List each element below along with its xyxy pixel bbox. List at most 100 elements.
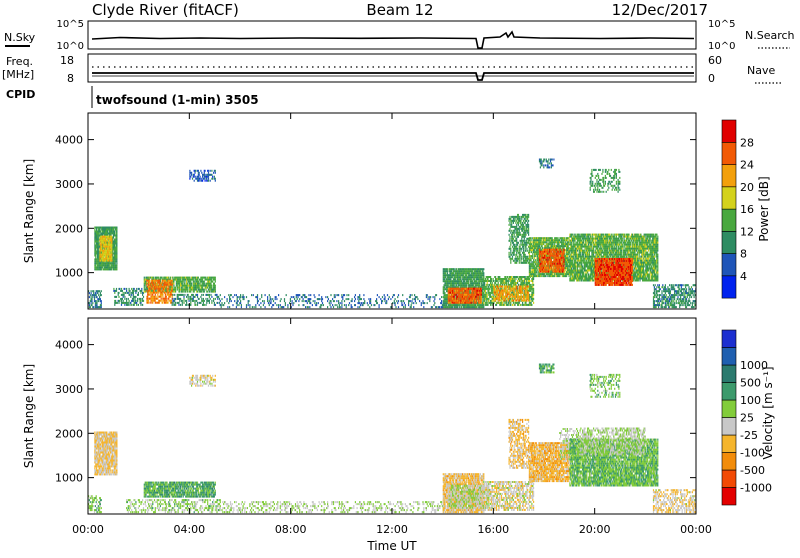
- data-cell: [524, 282, 525, 284]
- data-cell: [219, 302, 220, 304]
- data-cell: [344, 294, 345, 296]
- data-cell: [528, 300, 529, 302]
- data-cell: [359, 302, 360, 304]
- data-cell: [183, 281, 184, 283]
- data-cell: [377, 294, 378, 296]
- data-cell: [96, 294, 97, 296]
- data-cell: [518, 294, 519, 296]
- data-cell: [360, 304, 361, 306]
- data-cell: [516, 288, 517, 290]
- data-cell: [524, 280, 525, 282]
- data-cell: [204, 289, 205, 291]
- data-cell: [463, 274, 464, 276]
- data-cell: [111, 242, 112, 244]
- data-cell: [359, 294, 360, 296]
- data-cell: [524, 296, 525, 298]
- data-cell: [89, 292, 90, 294]
- data-cell: [483, 272, 484, 274]
- data-cell: [248, 300, 249, 302]
- data-cell: [361, 298, 362, 300]
- data-cell: [214, 302, 215, 304]
- data-cell: [529, 282, 530, 284]
- data-cell: [430, 296, 431, 298]
- data-cell: [101, 302, 102, 304]
- data-cell: [514, 234, 515, 236]
- data-cell: [161, 290, 162, 292]
- data-cell: [214, 283, 215, 285]
- data-cell: [267, 298, 268, 300]
- data-cell: [275, 298, 276, 300]
- data-cell: [408, 302, 409, 304]
- data-cell: [492, 300, 493, 302]
- data-cell: [154, 290, 155, 292]
- data-cell: [248, 304, 249, 306]
- data-cell: [371, 304, 372, 306]
- data-cell: [330, 300, 331, 302]
- data-cell: [124, 288, 125, 290]
- data-cell: [453, 272, 454, 274]
- data-cell: [121, 304, 122, 306]
- data-cell: [484, 284, 485, 286]
- data-cell: [398, 306, 399, 308]
- data-cell: [232, 296, 233, 298]
- data-cell: [429, 300, 430, 302]
- data-cell: [139, 288, 140, 290]
- data-cell: [521, 298, 522, 300]
- data-cell: [152, 294, 153, 296]
- data-cell: [349, 302, 350, 304]
- data-cell: [348, 304, 349, 306]
- data-cell: [180, 304, 181, 306]
- data-cell: [531, 261, 532, 263]
- data-cell: [514, 218, 515, 220]
- data-cell: [260, 306, 261, 308]
- data-cell: [157, 284, 158, 286]
- data-cell: [514, 288, 515, 290]
- data-cell: [528, 228, 529, 230]
- data-cell: [211, 287, 212, 289]
- data-cell: [520, 280, 521, 282]
- data-cell: [204, 291, 205, 293]
- data-cell: [101, 306, 102, 308]
- data-cell: [221, 302, 222, 304]
- data-cell: [507, 276, 508, 278]
- data-cell: [486, 292, 487, 294]
- data-cell: [417, 298, 418, 300]
- data-cell: [536, 267, 537, 269]
- data-cell: [161, 298, 162, 300]
- data-cell: [161, 300, 162, 302]
- data-cell: [249, 304, 250, 306]
- data-cell: [257, 302, 258, 304]
- data-cell: [130, 296, 131, 298]
- data-cell: [516, 226, 517, 228]
- data-cell: [410, 296, 411, 298]
- data-cell: [190, 296, 191, 298]
- data-cell: [521, 296, 522, 298]
- data-cell: [527, 222, 528, 224]
- data-cell: [197, 304, 198, 306]
- data-cell: [211, 300, 212, 302]
- data-cell: [194, 291, 195, 293]
- data-cell: [302, 296, 303, 298]
- data-cell: [325, 296, 326, 298]
- data-cell: [483, 302, 484, 304]
- data-cell: [512, 240, 513, 242]
- data-cell: [518, 224, 519, 226]
- data-cell: [384, 298, 385, 300]
- data-cell: [152, 302, 153, 304]
- data-cell: [212, 281, 213, 283]
- data-cell: [497, 286, 498, 288]
- data-cell: [180, 298, 181, 300]
- data-cell: [140, 304, 141, 306]
- data-cell: [276, 296, 277, 298]
- data-cell: [419, 300, 420, 302]
- data-cell: [510, 304, 511, 306]
- data-cell: [512, 258, 513, 260]
- data-cell: [444, 290, 445, 292]
- data-cell: [107, 240, 108, 242]
- data-cell: [334, 294, 335, 296]
- data-cell: [528, 230, 529, 232]
- data-cell: [352, 298, 353, 300]
- data-cell: [510, 232, 511, 234]
- data-cell: [515, 236, 516, 238]
- data-cell: [128, 292, 129, 294]
